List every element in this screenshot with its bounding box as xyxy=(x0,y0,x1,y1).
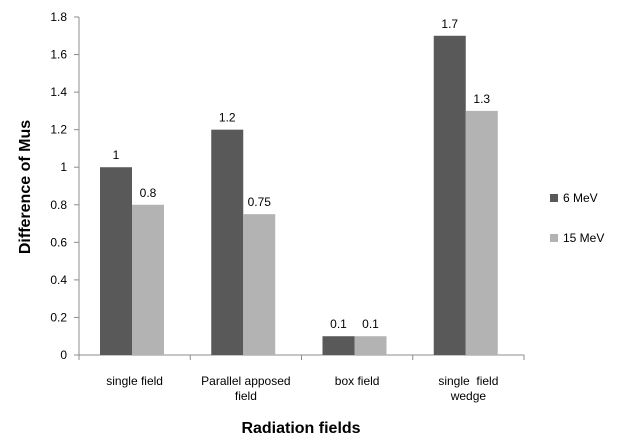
legend: 6 MeV 15 MeV xyxy=(550,191,604,245)
bar-15mev xyxy=(465,110,498,355)
x-category-label: wedge xyxy=(450,389,487,403)
y-tick-label: 0.6 xyxy=(50,235,67,249)
legend-entry: 6 MeV xyxy=(563,191,598,205)
legend-swatch xyxy=(550,234,558,242)
x-category-label: single field xyxy=(438,374,498,388)
bar-6mev xyxy=(211,129,244,355)
data-label: 1.3 xyxy=(473,92,490,106)
data-label: 0.8 xyxy=(140,186,157,200)
y-tick-label: 1.6 xyxy=(50,48,67,62)
bar-6mev xyxy=(100,167,132,355)
y-tick-label: 0.4 xyxy=(50,273,67,287)
legend-swatch xyxy=(550,194,558,202)
y-tick-label: 1.4 xyxy=(50,85,67,99)
x-category-label: box field xyxy=(335,374,380,388)
y-tick-label: 1.8 xyxy=(50,10,67,24)
y-tick-label: 1 xyxy=(60,160,67,174)
x-axis-title: Radiation fields xyxy=(241,420,360,437)
data-label: 1 xyxy=(113,148,120,162)
data-label: 1.7 xyxy=(441,17,458,31)
legend-entry: 15 MeV xyxy=(563,231,604,245)
y-tick-label: 1.2 xyxy=(50,123,67,137)
bar-15mev xyxy=(354,336,387,355)
bar-6mev xyxy=(433,35,466,356)
data-label: 0.1 xyxy=(362,317,379,331)
x-category-label: field xyxy=(235,389,257,403)
plot-area: 0 0.2 0.4 0.6 0.8 1 1.2 1.4 1.6 1.8 1 0.8 single fie… xyxy=(50,10,525,403)
bar-15mev xyxy=(132,204,164,355)
x-category-label: single field xyxy=(106,374,163,388)
bar-6mev xyxy=(322,336,355,355)
y-tick-label: 0.8 xyxy=(50,198,67,212)
y-axis-title: Difference of Mus xyxy=(17,120,34,254)
data-label: 0.1 xyxy=(330,317,347,331)
data-label: 1.2 xyxy=(219,111,236,125)
y-tick-label: 0.2 xyxy=(50,310,67,324)
y-tick-label: 0 xyxy=(60,348,67,362)
x-category-label: Parallel apposed xyxy=(201,374,290,388)
bar-15mev xyxy=(243,214,276,355)
data-label: 0.75 xyxy=(248,195,272,209)
